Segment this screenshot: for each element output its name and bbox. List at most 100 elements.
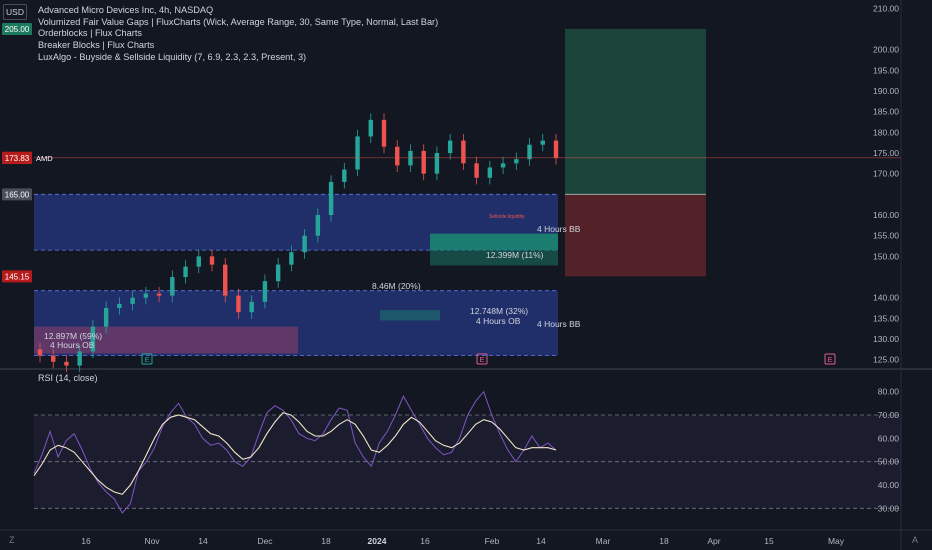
candle-body — [461, 140, 466, 164]
candle-body — [223, 264, 228, 296]
candle-body — [328, 181, 334, 216]
rsi-tick-label: 70.00 — [878, 410, 900, 420]
legend-title[interactable]: Advanced Micro Devices Inc, 4h, NASDAQ — [38, 5, 214, 15]
event-marker-box — [824, 353, 836, 365]
candle-body — [289, 252, 294, 265]
price-tick-label: 155.00 — [873, 231, 899, 241]
legend-indicator-liquidity[interactable]: LuxAlgo - Buyside & Sellside Liquidity (… — [38, 51, 307, 62]
zone-annotation: 4 Hours BB — [537, 319, 581, 329]
candle-body — [553, 140, 559, 158]
legend-indicator-orderblocks[interactable]: Orderblocks | Flux Charts — [38, 28, 142, 39]
candle-body — [302, 235, 307, 253]
zoom-in-icon[interactable]: A — [912, 535, 919, 545]
time-tick-label: 16 — [81, 536, 91, 546]
zone-annotation: Sellside liquidity — [489, 214, 525, 220]
zoom-out-icon[interactable]: Z — [9, 535, 15, 545]
candle-body — [156, 293, 162, 296]
candle-body — [51, 355, 56, 362]
legend-indicator-fvg[interactable]: Volumized Fair Value Gaps | FluxCharts (… — [38, 16, 439, 27]
price-tick-label: 185.00 — [873, 107, 899, 117]
zone-annotation: 4 Hours OB — [50, 340, 95, 350]
candle-body — [130, 297, 135, 304]
legend-indicator-breaker[interactable]: Breaker Blocks | Flux Charts — [38, 40, 155, 51]
time-tick-label: Feb — [485, 536, 500, 546]
candle-body — [170, 277, 175, 296]
zone-orderblock — [34, 326, 298, 354]
time-tick-label: 14 — [198, 536, 208, 546]
time-tick-label: Mar — [596, 536, 611, 546]
event-marker-label: E — [144, 355, 149, 364]
time-tick-label: 14 — [536, 536, 546, 546]
candle-body — [64, 361, 69, 366]
zone-fvg — [430, 250, 558, 266]
candle-body — [262, 281, 268, 302]
zone-annotation: 12.748M (32%) — [470, 306, 528, 316]
candle-body — [408, 150, 413, 166]
zone-annotation: 12.897M (59%) — [44, 331, 102, 341]
candle-body — [196, 256, 201, 267]
price-label-box — [2, 22, 32, 35]
candle-body — [487, 167, 493, 178]
candle-body — [421, 150, 426, 174]
price-tick-label: 130.00 — [873, 334, 899, 344]
price-label-text: 165.00 — [5, 190, 30, 199]
price-tick-label: 150.00 — [873, 251, 899, 261]
event-marker-label: E — [479, 355, 484, 364]
zone-annotation: 8.46M (20%) — [372, 281, 421, 291]
candle-body — [355, 136, 360, 170]
candle-body — [342, 169, 347, 182]
rsi-line — [33, 390, 557, 514]
candle-body — [395, 146, 400, 166]
symbol-tag: AMD — [36, 154, 53, 163]
zone-target — [565, 28, 706, 195]
candle-body — [315, 215, 321, 236]
price-tick-label: 160.00 — [873, 210, 899, 220]
candle-body — [90, 326, 96, 352]
candle-body — [209, 256, 215, 265]
price-label-box — [2, 151, 32, 164]
rsi-tick-label: 80.00 — [878, 387, 900, 397]
price-label-box — [2, 188, 32, 201]
price-tick-label: 135.00 — [873, 313, 899, 323]
candle-body — [381, 119, 387, 147]
candle-body — [117, 303, 122, 309]
price-tick-label: 190.00 — [873, 86, 899, 96]
candle-body — [500, 163, 506, 168]
price-label-text: 205.00 — [5, 25, 30, 34]
candle-body — [447, 140, 453, 153]
time-tick-label: May — [828, 536, 845, 546]
time-tick-label: Apr — [707, 536, 720, 546]
candle-body — [77, 351, 82, 366]
candle-body — [527, 144, 532, 160]
candle-body — [183, 266, 188, 278]
currency-button[interactable]: USD — [3, 4, 27, 20]
event-marker-box — [476, 353, 488, 365]
rsi-tick-label: 30.00 — [878, 503, 900, 513]
candle-body — [275, 264, 281, 282]
candle-body — [236, 295, 241, 313]
price-tick-label: 125.00 — [873, 355, 899, 365]
candle-body — [434, 152, 440, 174]
time-tick-label: Nov — [144, 536, 160, 546]
zone-annotation: 4 Hours BB — [537, 224, 581, 234]
price-tick-label: 210.00 — [873, 3, 899, 13]
price-tick-label: 175.00 — [873, 148, 899, 158]
price-label-box — [2, 270, 32, 283]
price-label-text: 145.15 — [5, 272, 30, 281]
rsi-ma-line — [33, 412, 557, 495]
price-tick-label: 195.00 — [873, 65, 899, 75]
candle-body — [474, 163, 479, 178]
zone-stop — [565, 194, 706, 277]
zone-fvg — [380, 310, 440, 321]
time-tick-label: 15 — [764, 536, 774, 546]
candle-body — [368, 119, 373, 137]
rsi-legend[interactable]: RSI (14, close) — [38, 373, 98, 383]
chart-legend: Advanced Micro Devices Inc, 4h, NASDAQ V… — [38, 5, 438, 64]
pane-separator — [0, 368, 932, 370]
rsi-tick-label: 60.00 — [878, 433, 900, 443]
price-tick-label: 200.00 — [873, 45, 899, 55]
time-tick-label: Dec — [257, 536, 273, 546]
candle-body — [143, 293, 149, 298]
time-tick-label: 18 — [321, 536, 331, 546]
